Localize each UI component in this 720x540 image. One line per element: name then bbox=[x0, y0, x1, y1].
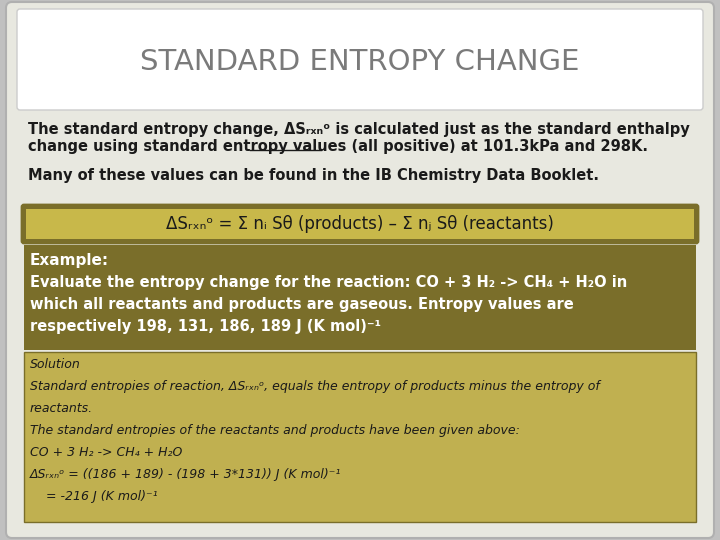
Text: which all reactants and products are gaseous. Entropy values are: which all reactants and products are gas… bbox=[30, 297, 574, 312]
FancyBboxPatch shape bbox=[22, 205, 698, 243]
Text: CO + 3 H₂ -> CH₄ + H₂O: CO + 3 H₂ -> CH₄ + H₂O bbox=[30, 446, 182, 459]
FancyBboxPatch shape bbox=[6, 2, 714, 538]
Text: ΔSᵣₓₙᵒ = ((186 + 189) - (198 + 3*131)) J (K mol)⁻¹: ΔSᵣₓₙᵒ = ((186 + 189) - (198 + 3*131)) J… bbox=[30, 468, 341, 481]
Text: change using standard entropy values (all positive) at 101.3kPa and 298K.: change using standard entropy values (al… bbox=[28, 139, 648, 154]
Text: respectively 198, 131, 186, 189 J (K mol)⁻¹: respectively 198, 131, 186, 189 J (K mol… bbox=[30, 319, 381, 334]
Text: = -216 J (K mol)⁻¹: = -216 J (K mol)⁻¹ bbox=[30, 490, 158, 503]
Text: Evaluate the entropy change for the reaction: CO + 3 H₂ -> CH₄ + H₂O in: Evaluate the entropy change for the reac… bbox=[30, 275, 627, 290]
Bar bbox=[24, 352, 696, 522]
Text: reactants.: reactants. bbox=[30, 402, 93, 415]
FancyBboxPatch shape bbox=[17, 9, 703, 110]
Text: The standard entropies of the reactants and products have been given above:: The standard entropies of the reactants … bbox=[30, 424, 520, 437]
Text: STANDARD ENTROPY CHANGE: STANDARD ENTROPY CHANGE bbox=[140, 48, 580, 76]
Bar bbox=[26, 209, 694, 239]
Text: ΔSᵣₓₙᵒ = Σ nᵢ Sθ (products) – Σ nⱼ Sθ (reactants): ΔSᵣₓₙᵒ = Σ nᵢ Sθ (products) – Σ nⱼ Sθ (r… bbox=[166, 215, 554, 233]
Text: Example:: Example: bbox=[30, 253, 109, 268]
Text: Many of these values can be found in the IB Chemistry Data Booklet.: Many of these values can be found in the… bbox=[28, 168, 599, 183]
Text: The standard entropy change, ΔSᵣₓₙᵒ is calculated just as the standard enthalpy: The standard entropy change, ΔSᵣₓₙᵒ is c… bbox=[28, 122, 690, 137]
Bar bbox=[24, 245, 696, 350]
Text: Standard entropies of reaction, ΔSᵣₓₙᵒ, equals the entropy of products minus the: Standard entropies of reaction, ΔSᵣₓₙᵒ, … bbox=[30, 380, 600, 393]
Text: Solution: Solution bbox=[30, 358, 81, 371]
